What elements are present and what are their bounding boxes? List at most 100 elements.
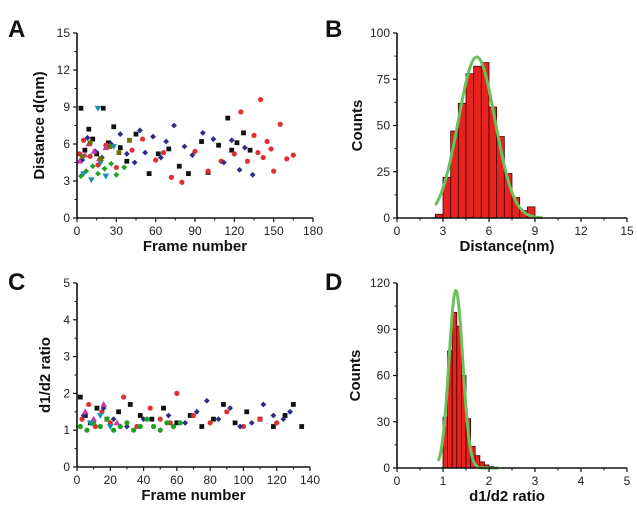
panel-a-series-1-point bbox=[179, 179, 185, 185]
panel-c-series-0-point bbox=[199, 424, 205, 429]
panel-c-series-2-point bbox=[260, 401, 267, 408]
panel-a-series-0-point bbox=[199, 139, 204, 144]
panel-c-series-3-point bbox=[84, 427, 90, 433]
panel-a-series-2-point bbox=[123, 150, 130, 157]
panel-b-bar bbox=[465, 73, 475, 219]
panel-a-series-2-point bbox=[158, 154, 164, 161]
panel-a-series-1-point bbox=[205, 168, 211, 174]
panel-a-series-0-point bbox=[117, 145, 123, 151]
panel-a-series-6-point bbox=[79, 153, 85, 159]
panel-b-bar bbox=[473, 65, 482, 219]
panel-a-series-1-point bbox=[244, 158, 251, 164]
panel-a-letter: A bbox=[8, 16, 25, 43]
panel-b-y-tick-label: 25 bbox=[377, 165, 391, 179]
panel-a-series-0-point bbox=[166, 146, 172, 152]
panel-c-series-1-point bbox=[190, 412, 197, 419]
panel-c-series-0-point bbox=[244, 409, 250, 415]
panel-c-series-2-point bbox=[270, 412, 277, 419]
panel-a-series-1-point bbox=[168, 174, 174, 180]
panel-c-series-2-point bbox=[203, 397, 210, 404]
panel-a-series-1-point bbox=[129, 147, 135, 153]
panel-a-series-3-point bbox=[95, 170, 101, 177]
panel-a-series-2-point bbox=[142, 149, 149, 156]
panel-c-series-4-point bbox=[100, 401, 108, 407]
panel-c-series-2-point bbox=[287, 408, 293, 415]
panel-a-series-1-point bbox=[251, 132, 257, 138]
panel-c-series-1-point bbox=[86, 401, 92, 408]
panel-a-series-1-point bbox=[153, 157, 159, 163]
panel-a-series-1-point bbox=[95, 162, 101, 168]
panel-c-series-0-point bbox=[270, 424, 276, 429]
panel-c-series-5-point bbox=[86, 420, 94, 427]
panel-a-series-1-point bbox=[277, 121, 283, 127]
panel-a-series-4-point bbox=[97, 160, 104, 166]
panel-a-series-0-point bbox=[247, 147, 253, 153]
panel-a-y-tick-label: 6 bbox=[63, 137, 70, 151]
panel-c-series-3-point bbox=[177, 420, 183, 426]
panel-c-series-0-point bbox=[127, 402, 133, 407]
panel-a-series-1-point bbox=[87, 153, 93, 159]
panel-c-x-tick-label: 60 bbox=[170, 473, 184, 487]
panel-a-series-5-point bbox=[76, 157, 84, 164]
panel-a-series-6-point bbox=[87, 140, 93, 146]
panel-c-series-3-point bbox=[157, 427, 163, 433]
panel-c-x-tick-label: 140 bbox=[300, 473, 320, 487]
panel-a-series-1-point bbox=[257, 97, 264, 103]
panel-b-y-tick-label: 0 bbox=[383, 211, 390, 225]
panel-c-series-4-point bbox=[113, 419, 121, 426]
panel-b-x-tick-label: 9 bbox=[532, 224, 539, 238]
panel-a-series-3-point bbox=[83, 168, 90, 175]
panel-d-x-tick-label: 0 bbox=[394, 474, 401, 488]
panel-a-series-2-point bbox=[117, 131, 124, 138]
panel-c-series-0-point bbox=[77, 394, 83, 400]
panel-a-series-6-point bbox=[98, 156, 103, 162]
panel-c-series-2-point bbox=[165, 412, 172, 419]
panel-c-series-5-point bbox=[106, 424, 114, 430]
panel-c-y-tick-label: 5 bbox=[63, 276, 70, 290]
panel-c-y-tick-label: 2 bbox=[63, 386, 70, 400]
panel-c-series-1-point bbox=[274, 420, 280, 426]
panel-c-x-tick-label: 20 bbox=[104, 473, 118, 487]
panel-a-series-1-point bbox=[264, 138, 270, 145]
panel-c-x-tick-label: 80 bbox=[203, 473, 217, 487]
panel-a-series-2-point bbox=[228, 137, 235, 144]
panel-a-y-tick-label: 12 bbox=[57, 63, 71, 77]
panel-b-x-tick-label: 12 bbox=[574, 224, 588, 238]
panel-c-x-tick-label: 40 bbox=[137, 473, 151, 487]
panel-c-series-3-point bbox=[104, 416, 110, 422]
panel-a-series-1-point bbox=[192, 148, 198, 154]
panel-c-series-1-point bbox=[207, 420, 213, 426]
panel-a-series-2-point bbox=[236, 167, 243, 173]
panel-c-series-2-point bbox=[248, 419, 255, 426]
panel-c-series-0-point bbox=[221, 402, 226, 407]
panel-c-series-0-point bbox=[282, 413, 288, 418]
panel-c-series-0-point bbox=[299, 424, 305, 429]
panel-a-y-tick-label: 3 bbox=[63, 174, 70, 188]
panel-a-series-3-point bbox=[113, 171, 120, 178]
panel-c-series-0-point bbox=[290, 402, 296, 407]
panel-c-series-0-point bbox=[149, 416, 155, 422]
panel-d-x-label: d1/d2 ratio bbox=[469, 488, 545, 505]
panel-a-series-2-point bbox=[249, 171, 256, 178]
panel-c-series-5-point bbox=[96, 413, 104, 419]
panel-c-series-1-point bbox=[121, 394, 127, 400]
panel-d-y-tick-label: 90 bbox=[377, 322, 391, 336]
panel-a-series-2-point bbox=[131, 159, 138, 166]
panel-c-series-4-point bbox=[81, 408, 89, 415]
panel-c-series-0-point bbox=[161, 405, 166, 411]
panel-a-series-2-point bbox=[137, 127, 143, 134]
panel-c-series-0-point bbox=[232, 420, 238, 426]
panel-a-x-tick-label: 60 bbox=[149, 224, 163, 238]
panel-b-fit-curve bbox=[434, 55, 543, 220]
panel-d-y-label: Counts bbox=[347, 350, 364, 402]
panel-d-marks bbox=[436, 288, 499, 470]
panel-b-y-tick-label: 75 bbox=[377, 72, 391, 86]
panel-c-series-3-point bbox=[111, 427, 117, 433]
panel-a-series-4-point bbox=[80, 171, 87, 177]
panel-a-series-1-point bbox=[268, 146, 274, 152]
panel-c-series-2-point bbox=[227, 405, 234, 412]
panel-c-series-3-point bbox=[137, 423, 143, 430]
panel-c-series-3-point bbox=[170, 423, 177, 430]
panel-a-series-3-point bbox=[121, 164, 128, 171]
